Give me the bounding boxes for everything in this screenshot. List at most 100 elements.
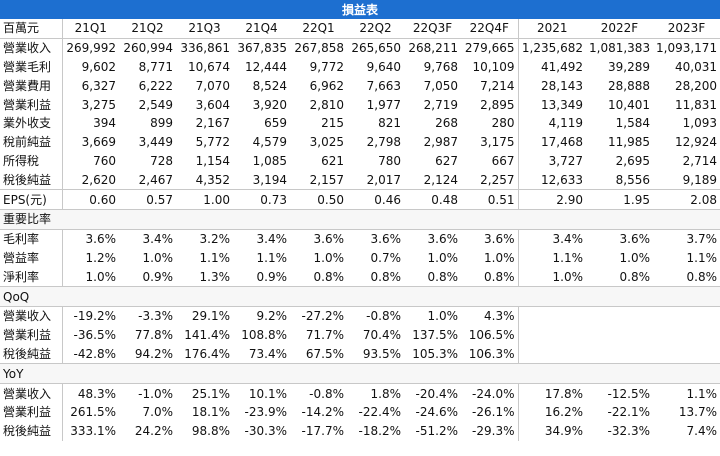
row-label: EPS(元)	[0, 189, 63, 210]
cell: 4.3%	[461, 306, 519, 326]
cell: 1,093,171	[656, 41, 718, 56]
cell: 17.8%	[544, 386, 583, 401]
cell: 0.8%	[370, 269, 402, 284]
cell: 1,154	[195, 153, 230, 168]
row-label: 稅後純益	[0, 170, 63, 190]
cell: -24.0%	[461, 383, 519, 403]
row-label: 營業收入	[0, 383, 63, 403]
cell: 1.00	[176, 189, 233, 210]
empty-cell	[653, 326, 720, 345]
cell: -3.3%	[138, 309, 173, 324]
header-cell: 21Q4	[233, 19, 290, 39]
cell: 0.7%	[370, 250, 402, 265]
cell: 0.48	[404, 189, 461, 210]
data-row: 業外收支 394 899 2,167 659 215 821 268 280 4,119 1,584…	[0, 113, 720, 133]
cell: 10,674	[188, 59, 230, 74]
cell: -32.3%	[607, 424, 650, 439]
cell: 1.2%	[85, 250, 117, 265]
section-title: YoY	[0, 363, 720, 385]
cell: -19.2%	[73, 309, 116, 324]
cell: 73.4%	[248, 346, 287, 361]
cell: 2,467	[138, 172, 173, 187]
cell: 0.8%	[461, 267, 519, 287]
cell: 11,985	[608, 135, 650, 150]
cell: 2.90	[518, 189, 586, 210]
cell: 16.2%	[544, 405, 583, 420]
cell: 261.5%	[70, 405, 116, 420]
data-row: 營業毛利 9,602 8,771 10,674 12,444 9,772 9,640 9,76…	[0, 57, 720, 77]
cell: 1.8%	[370, 386, 402, 401]
row-label: 營業費用	[0, 76, 63, 96]
cell: 6,327	[81, 78, 116, 93]
cell: 12,924	[675, 135, 718, 150]
cell: 7.4%	[686, 424, 718, 439]
cell: 176.4%	[184, 346, 230, 361]
data-row: 營業利益 -36.5% 77.8% 141.4% 108.8% 71.7% 70.4% 137…	[0, 325, 720, 345]
cell: 1.0%	[552, 269, 584, 284]
cell: 1,081,383	[589, 41, 651, 56]
cell: 6,962	[309, 78, 344, 93]
row-label: 稅後純益	[0, 421, 63, 441]
cell: 1,093	[682, 116, 718, 131]
empty-cell	[586, 326, 653, 345]
cell: 1.0%	[313, 250, 345, 265]
cell: 1.0%	[619, 250, 651, 265]
header-cell: 22Q2	[347, 19, 404, 39]
cell: 2,620	[81, 172, 116, 187]
cell: 9,189	[682, 172, 718, 187]
cell: 3.4%	[142, 232, 174, 247]
cell: 2,719	[423, 97, 458, 112]
cell: 98.8%	[191, 424, 230, 439]
row-label: 營業毛利	[0, 57, 63, 77]
cell: 0.8%	[686, 269, 718, 284]
title-row: 損益表	[0, 0, 720, 19]
data-row: 稅後純益 2,620 2,467 4,352 3,194 2,157 2,017 2,124 2…	[0, 170, 720, 190]
cell: 1,584	[615, 116, 650, 131]
cell: 2,167	[195, 116, 230, 131]
row-label: 業外收支	[0, 113, 63, 133]
cell: 12,444	[245, 59, 287, 74]
cell: 627	[435, 153, 458, 168]
cell: 71.7%	[305, 328, 344, 343]
cell: 3.6%	[427, 232, 459, 247]
cell: 0.9%	[142, 269, 174, 284]
empty-cell	[586, 345, 653, 364]
cell: 106.5%	[461, 325, 519, 345]
cell: 1.0%	[461, 248, 519, 268]
cell: 8,556	[615, 172, 650, 187]
cell: -36.5%	[73, 328, 116, 343]
row-label: 營業收入	[0, 306, 63, 326]
row-label: 營業利益	[0, 95, 63, 114]
cell: 3.6%	[313, 232, 345, 247]
header-cell: 21Q1	[62, 19, 119, 39]
cell: 4,352	[195, 172, 230, 187]
cell: 280	[461, 113, 519, 133]
cell: -23.9%	[244, 405, 287, 420]
cell: 367,835	[237, 41, 287, 56]
table-body: 損益表 百萬元 21Q1 21Q2 21Q3 21Q4 22Q1 22Q2 22Q3F 22Q4F…	[0, 0, 720, 441]
cell: 13,349	[541, 97, 583, 112]
cell: 1.1%	[686, 250, 718, 265]
cell: 28,200	[675, 78, 718, 93]
cell: 1.0%	[427, 309, 459, 324]
cell: 28,143	[541, 78, 583, 93]
cell: 3.6%	[619, 232, 651, 247]
cell: 1.0%	[142, 250, 174, 265]
cell: 1,085	[252, 153, 287, 168]
cell: 269,992	[66, 41, 116, 56]
cell: 3,727	[548, 153, 583, 168]
cell: 265,650	[351, 41, 401, 56]
cell: 3.6%	[85, 232, 117, 247]
cell: 10.1%	[248, 386, 287, 401]
cell: 2,798	[366, 135, 401, 150]
cell: 2,124	[423, 172, 458, 187]
cell: 0.9%	[256, 269, 288, 284]
header-cell: 2023F	[653, 19, 720, 39]
data-row: 稅後純益 333.1% 24.2% 98.8% -30.3% -17.7% -18.2% -5…	[0, 421, 720, 441]
cell: 279,665	[461, 38, 519, 58]
table-title: 損益表	[0, 0, 720, 19]
cell: 105.3%	[412, 346, 458, 361]
cell: 0.8%	[619, 269, 651, 284]
row-label: 營業利益	[0, 325, 63, 345]
cell: 9,772	[309, 59, 344, 74]
